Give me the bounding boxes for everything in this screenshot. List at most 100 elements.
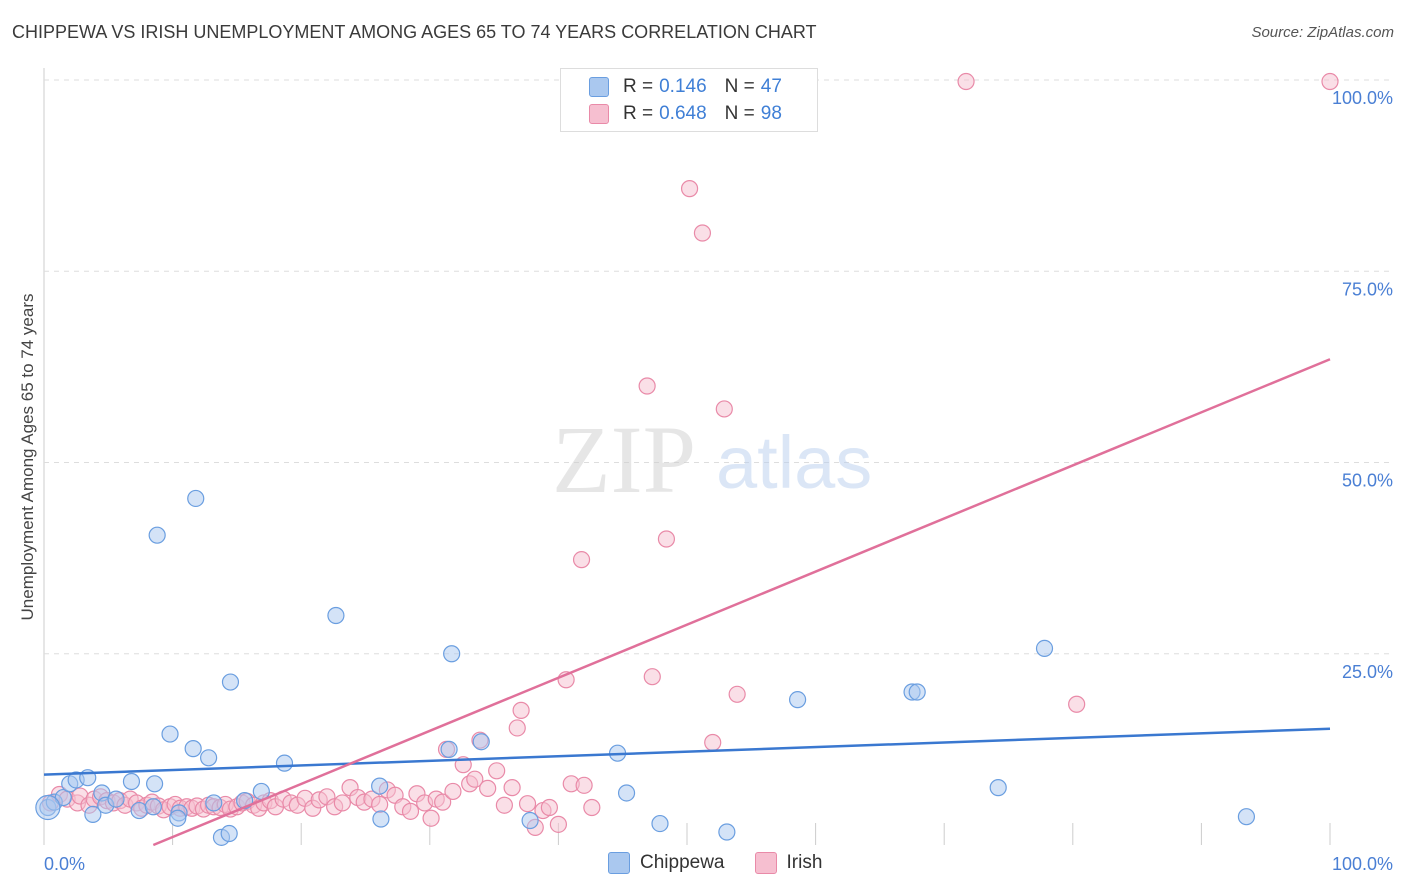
- chippewa-point: [35, 794, 61, 821]
- r-label: R =: [623, 76, 654, 97]
- r-label: R =: [623, 103, 654, 124]
- chippewa-point: [148, 526, 166, 544]
- chippewa-point: [122, 772, 141, 791]
- irish-point: [444, 782, 462, 801]
- chippewa-point: [205, 794, 223, 812]
- trend-lines: [43, 358, 1331, 847]
- irish-point: [518, 795, 537, 813]
- n-label: N =: [724, 103, 755, 124]
- chippewa-point: [1035, 639, 1054, 657]
- chippewa-point: [989, 779, 1007, 797]
- chippewa-point: [187, 489, 205, 508]
- stats-row-irish: R = 0.648 N = 98: [589, 102, 782, 126]
- legend-label-chippewa: Chippewa: [640, 852, 725, 873]
- stats-legend: R = 0.146 N = 47 R = 0.648 N = 98: [560, 68, 818, 132]
- r-value-chippewa: 0.146: [659, 76, 707, 97]
- chippewa-point: [908, 683, 926, 701]
- chart-title: CHIPPEWA VS IRISH UNEMPLOYMENT AMONG AGE…: [12, 22, 817, 42]
- chippewa-point: [718, 823, 736, 841]
- irish-point: [715, 400, 733, 418]
- chippewa-point: [472, 733, 490, 751]
- irish-point: [401, 802, 420, 820]
- irish-point: [434, 793, 452, 811]
- n-label: N =: [724, 76, 755, 97]
- irish-point: [488, 762, 506, 780]
- chippewa-point: [107, 790, 125, 808]
- irish-point: [466, 770, 484, 788]
- irish-swatch: [589, 104, 609, 124]
- grid-lines: [43, 68, 1390, 845]
- irish-point: [503, 779, 521, 797]
- r-value-irish: 0.648: [659, 103, 707, 124]
- n-value-chippewa: 47: [760, 76, 782, 97]
- irish-point: [333, 794, 351, 812]
- irish-point: [957, 72, 975, 91]
- irish-point: [638, 377, 656, 395]
- chippewa-point: [651, 814, 669, 833]
- chippewa-point: [161, 725, 179, 743]
- stats-row-chippewa: R = 0.146 N = 47: [589, 75, 782, 99]
- irish-point: [1068, 695, 1086, 713]
- irish-point: [575, 776, 593, 794]
- irish-legend-swatch: [754, 852, 777, 874]
- irish-point: [495, 796, 513, 814]
- n-value-irish: 98: [760, 103, 782, 124]
- watermark-zip: ZIP: [552, 406, 696, 513]
- irish-point: [643, 668, 661, 686]
- chippewa-point: [788, 691, 807, 709]
- irish-point: [572, 551, 591, 569]
- irish-point: [549, 815, 568, 833]
- y-tick-label: 50.0%: [1342, 471, 1393, 491]
- legend-item-irish[interactable]: Irish: [754, 852, 823, 874]
- chippewa-point: [220, 824, 238, 843]
- irish-point: [1321, 72, 1339, 91]
- irish-trend-line: [152, 358, 1331, 847]
- chippewa-point: [372, 810, 390, 828]
- y-tick-label: 25.0%: [1342, 662, 1393, 682]
- chippewa-point: [371, 777, 389, 795]
- chippewa-point: [275, 754, 294, 772]
- watermark: ZIP atlas: [552, 406, 872, 513]
- chippewa-point: [144, 798, 162, 816]
- chippewa-point: [84, 805, 102, 824]
- chippewa-point: [440, 740, 458, 758]
- irish-point: [728, 685, 746, 703]
- x-tick-label: 0.0%: [44, 854, 85, 874]
- chippewa-swatch: [589, 77, 609, 97]
- chippewa-point: [443, 645, 461, 663]
- chippewa-point: [617, 784, 636, 802]
- chippewa-point: [169, 809, 187, 827]
- chippewa-trend-line: [43, 727, 1331, 776]
- irish-point: [479, 779, 497, 797]
- irish-point: [657, 530, 676, 548]
- chippewa-points: [35, 489, 1256, 846]
- series-legend: Chippewa Irish: [608, 852, 852, 874]
- irish-point: [371, 795, 389, 814]
- irish-point: [583, 798, 601, 817]
- irish-point: [540, 798, 558, 817]
- irish-point: [512, 701, 530, 719]
- chippewa-legend-swatch: [608, 852, 630, 874]
- irish-point: [693, 224, 712, 242]
- tick-labels: 25.0% 50.0% 75.0% 100.0% 0.0% 100.0%: [44, 88, 1393, 874]
- chippewa-point: [221, 673, 240, 691]
- y-tick-label: 100.0%: [1332, 88, 1393, 108]
- y-tick-label: 75.0%: [1342, 279, 1393, 299]
- chippewa-point: [521, 811, 539, 830]
- chippewa-point: [1237, 808, 1256, 826]
- x-tick-label: 100.0%: [1332, 854, 1393, 874]
- irish-point: [422, 809, 440, 827]
- legend-label-irish: Irish: [786, 852, 823, 873]
- legend-item-chippewa[interactable]: Chippewa: [608, 852, 725, 874]
- chippewa-point: [184, 740, 202, 758]
- chippewa-point: [200, 749, 218, 767]
- irish-point: [508, 719, 526, 737]
- irish-point: [704, 733, 722, 752]
- source-label: Source: ZipAtlas.com: [1251, 24, 1394, 41]
- irish-point: [680, 180, 699, 198]
- chippewa-point: [130, 801, 148, 820]
- watermark-atlas: atlas: [716, 421, 872, 504]
- chippewa-point: [145, 775, 164, 793]
- chippewa-point: [327, 606, 345, 625]
